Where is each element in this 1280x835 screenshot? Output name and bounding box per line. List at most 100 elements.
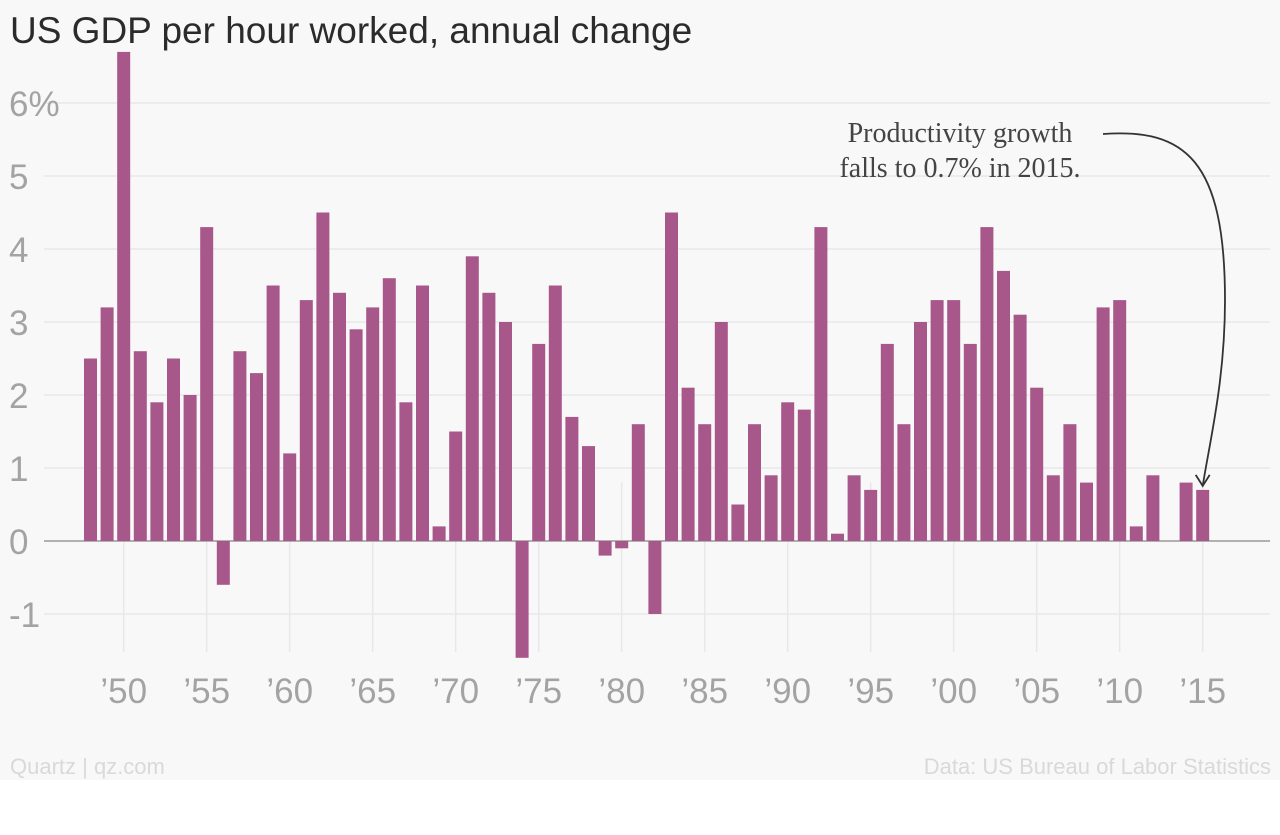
bar [432, 526, 446, 541]
bar [880, 343, 894, 541]
bar [200, 227, 214, 541]
y-tick-label: 6% [9, 85, 60, 124]
bar [1113, 300, 1127, 541]
y-tick-label: 5 [9, 158, 28, 197]
bar [731, 504, 745, 541]
bar [250, 373, 263, 541]
arrow-head [1194, 474, 1211, 488]
y-tick-label: 3 [9, 304, 28, 343]
bar [1046, 475, 1060, 541]
bar [216, 541, 230, 585]
y-tick-label: 2 [9, 377, 28, 416]
bar [1129, 526, 1143, 541]
x-tick-label: ’05 [1013, 672, 1060, 711]
bar [930, 300, 944, 541]
x-tick-label: ’65 [349, 672, 396, 711]
bar [781, 402, 795, 541]
bar [1196, 489, 1210, 541]
bar [316, 212, 330, 541]
bar [133, 351, 147, 541]
bar [847, 475, 861, 541]
bar [1146, 475, 1160, 541]
bar [399, 402, 413, 541]
chart-title: US GDP per hour worked, annual change [10, 10, 693, 51]
bar [299, 300, 313, 541]
x-tick-label: ’85 [681, 672, 728, 711]
y-tick-label: 4 [9, 231, 28, 270]
bar [465, 256, 479, 541]
bars [84, 51, 1210, 658]
bar [482, 292, 496, 541]
bar [84, 358, 97, 541]
x-tick-label: ’60 [266, 672, 313, 711]
bar [565, 416, 579, 541]
bar [499, 322, 512, 541]
bar [947, 300, 961, 541]
bar [1030, 387, 1044, 541]
x-tick-label: ’90 [764, 672, 811, 711]
bar [100, 307, 114, 541]
bar [416, 285, 429, 541]
source-credit: Quartz | qz.com [10, 754, 165, 779]
y-tick-label: 1 [9, 450, 28, 489]
bar-chart: -1 0 1 2 3 4 5 6% ’50 ’55 ’60 ’65 ’70 ’75 ’80 ’85 ’90 ’9… [9, 51, 1270, 711]
bar [698, 424, 712, 541]
bar [615, 541, 629, 549]
bar [449, 431, 463, 541]
bar [582, 446, 595, 541]
bar [183, 395, 197, 541]
bar [283, 453, 297, 541]
bar [366, 307, 380, 541]
annotation-arrow [1102, 132, 1226, 488]
bar [266, 285, 280, 541]
bar [914, 322, 927, 541]
bar [233, 351, 247, 541]
bar [648, 541, 662, 614]
arrow-line [1102, 132, 1226, 487]
annotation-line-2: falls to 0.7% in 2015. [839, 153, 1081, 184]
x-axis-ticks: ’50 ’55 ’60 ’65 ’70 ’75 ’80 ’85 ’90 ’95 ’00 ’05 ’10 ’… [100, 672, 1226, 711]
x-tick-label: ’55 [183, 672, 230, 711]
bar [117, 51, 131, 542]
bar [1013, 314, 1027, 541]
bar [1096, 307, 1110, 541]
bar [714, 322, 728, 541]
bar [897, 424, 911, 541]
annotation-text: Productivity growth falls to 0.7% in 201… [790, 116, 1130, 186]
bar [1179, 482, 1193, 541]
bar [150, 402, 164, 541]
y-tick-label: -1 [9, 596, 40, 635]
x-tick-label: ’10 [1096, 672, 1143, 711]
bar [1063, 424, 1077, 541]
annotation-line-1: Productivity growth [847, 118, 1073, 149]
bar [864, 489, 878, 541]
bar [167, 358, 180, 541]
bar [333, 292, 346, 541]
bar [963, 343, 977, 541]
bar [997, 270, 1010, 541]
bar [598, 541, 612, 556]
bar [764, 475, 778, 541]
y-axis-ticks: -1 0 1 2 3 4 5 6% [9, 85, 60, 635]
bar [548, 285, 562, 541]
bar [980, 227, 994, 541]
bar [831, 533, 844, 541]
x-tick-label: ’80 [598, 672, 645, 711]
x-tick-label: ’00 [930, 672, 977, 711]
y-tick-label: 0 [9, 523, 28, 562]
bar [515, 541, 529, 658]
x-tick-label: ’70 [432, 672, 479, 711]
x-tick-label: ’50 [100, 672, 147, 711]
bar [1080, 482, 1093, 541]
chart-frame: US GDP per hour worked, annual change -1… [9, 10, 1271, 779]
bar [349, 329, 363, 541]
x-tick-label: ’75 [515, 672, 562, 711]
bar [532, 343, 546, 541]
bar [814, 227, 828, 541]
bar [382, 278, 396, 541]
bar [748, 424, 761, 541]
data-source: Data: US Bureau of Labor Statistics [923, 754, 1271, 779]
x-tick-label: ’95 [847, 672, 894, 711]
bar [681, 387, 695, 541]
bar [631, 424, 645, 541]
